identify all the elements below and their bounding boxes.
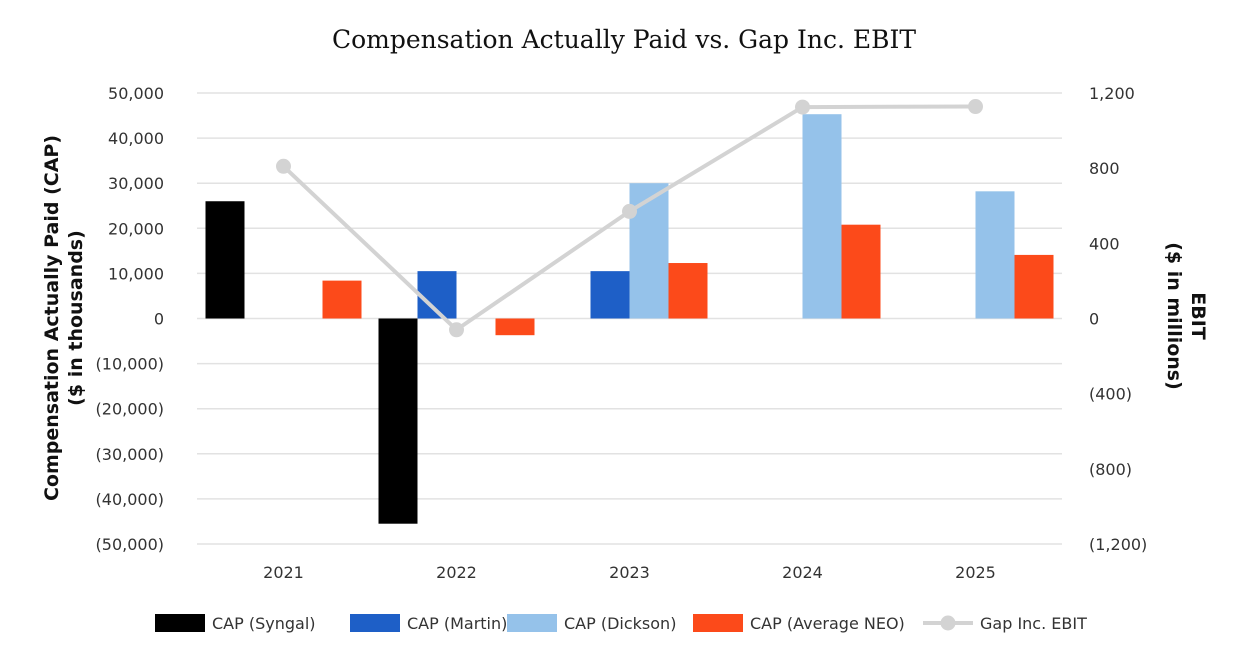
bar	[802, 114, 842, 319]
x-tick-label: 2023	[609, 563, 650, 582]
right-tick-label: (800)	[1089, 460, 1132, 479]
legend-swatch	[693, 614, 743, 632]
bar	[590, 271, 630, 319]
left-tick-label: 0	[154, 310, 164, 329]
right-axis-title-line2: ($ in millions)	[1163, 242, 1185, 390]
legend-swatch	[507, 614, 557, 632]
legend-label: CAP (Syngal)	[212, 614, 316, 633]
right-axis-ticks: 1,200 800 400 0 (400) (800) (1,200)	[1089, 84, 1147, 554]
right-tick-label: 1,200	[1089, 84, 1135, 103]
x-tick-label: 2025	[955, 563, 996, 582]
bar	[1014, 254, 1054, 319]
left-tick-label: (20,000)	[96, 400, 164, 419]
x-tick-label: 2024	[782, 563, 823, 582]
right-tick-label: (400)	[1089, 385, 1132, 404]
right-tick-label: 0	[1089, 310, 1099, 329]
left-tick-label: (50,000)	[96, 535, 164, 554]
left-tick-label: 50,000	[108, 84, 164, 103]
right-tick-label: 800	[1089, 159, 1120, 178]
x-axis-ticks: 2021 2022 2023 2024 2025	[263, 563, 996, 582]
chart-title: Compensation Actually Paid vs. Gap Inc. …	[332, 25, 916, 54]
left-axis-ticks: 50,000 40,000 30,000 20,000 10,000 0 (10,000) (…	[96, 84, 164, 554]
left-axis-title-line2: ($ in thousands)	[65, 230, 87, 406]
bar	[322, 280, 362, 319]
bar	[495, 318, 535, 336]
left-axis-title-line1: Compensation Actually Paid (CAP)	[41, 135, 63, 501]
left-tick-label: (10,000)	[96, 355, 164, 374]
left-tick-label: 20,000	[108, 219, 164, 238]
bar	[668, 263, 708, 319]
legend-swatch-marker	[940, 615, 956, 631]
bar	[841, 224, 881, 319]
ebit-point	[449, 322, 464, 338]
left-tick-label: (30,000)	[96, 445, 164, 464]
legend-label: CAP (Martin)	[407, 614, 507, 633]
legend: CAP (Syngal) CAP (Martin) CAP (Dickson) CAP…	[155, 614, 1087, 633]
left-tick-label: 10,000	[108, 264, 164, 283]
left-tick-label: 40,000	[108, 129, 164, 148]
left-tick-label: 30,000	[108, 174, 164, 193]
right-tick-label: 400	[1089, 234, 1120, 253]
right-tick-label: (1,200)	[1089, 535, 1147, 554]
x-tick-label: 2022	[436, 563, 477, 582]
legend-swatch	[155, 614, 205, 632]
ebit-point	[968, 99, 983, 115]
legend-swatch	[350, 614, 400, 632]
bar	[629, 183, 669, 319]
legend-label: CAP (Average NEO)	[750, 614, 905, 633]
bar	[378, 318, 418, 524]
ebit-point	[276, 158, 291, 174]
bars	[205, 114, 1054, 524]
x-tick-label: 2021	[263, 563, 304, 582]
ebit-point	[795, 99, 810, 115]
legend-label: Gap Inc. EBIT	[980, 614, 1087, 633]
right-axis-title-line1: EBIT	[1187, 292, 1209, 340]
bar	[205, 201, 245, 319]
left-tick-label: (40,000)	[96, 490, 164, 509]
legend-label: CAP (Dickson)	[564, 614, 676, 633]
ebit-line-series	[276, 99, 983, 338]
bar	[975, 191, 1015, 319]
ebit-point	[622, 203, 637, 219]
